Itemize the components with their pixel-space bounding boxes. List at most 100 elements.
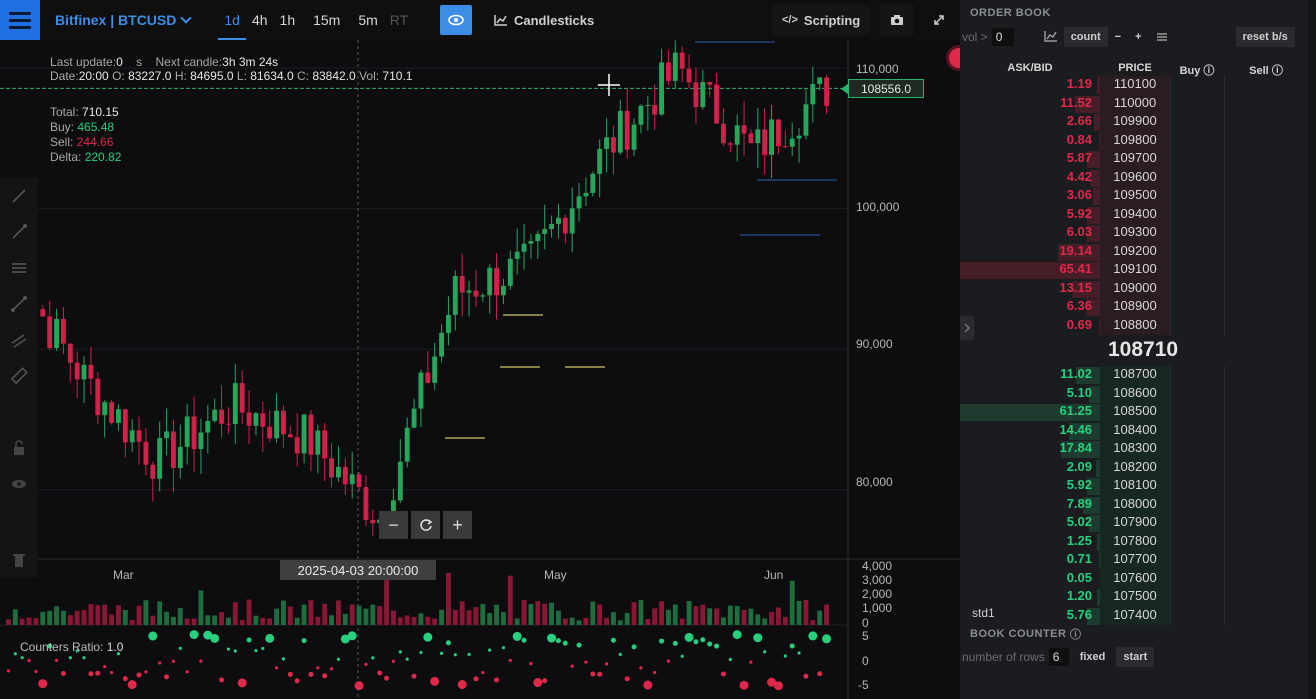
- bid-row[interactable]: 2.09 108200: [960, 458, 1308, 477]
- horizontal-lines-tool[interactable]: [0, 250, 38, 286]
- high-value: 84695.0: [190, 69, 234, 83]
- bid-row[interactable]: 1.20 107500: [960, 588, 1308, 607]
- ask-row[interactable]: 6.03 109300: [960, 224, 1308, 243]
- tab-5m[interactable]: 5m: [358, 12, 378, 28]
- bid-row[interactable]: 1.25 107800: [960, 532, 1308, 551]
- counter-dot: [529, 662, 533, 666]
- hamburger-menu-button[interactable]: [0, 0, 40, 40]
- bid-row[interactable]: 5.10 108600: [960, 384, 1308, 403]
- lock-tool[interactable]: [0, 430, 38, 466]
- ruler-tool[interactable]: [0, 358, 38, 394]
- visibility-tool[interactable]: [0, 466, 38, 502]
- buy-cell: [1170, 76, 1224, 95]
- ask-row[interactable]: 0.69 108800: [960, 316, 1308, 335]
- decrease-button[interactable]: −: [1114, 31, 1122, 43]
- counter-dot: [430, 676, 440, 686]
- candle-body: [67, 343, 73, 363]
- ask-row[interactable]: 2.66 109900: [960, 113, 1308, 132]
- ask-row[interactable]: 5.92 109400: [960, 205, 1308, 224]
- current-price-tag: 108556.0: [841, 79, 924, 98]
- counter-dot: [116, 652, 121, 656]
- reset-zoom-button[interactable]: [411, 511, 440, 539]
- counter-tick: -5: [858, 678, 869, 692]
- ask-row[interactable]: 1.19 110100: [960, 76, 1308, 95]
- volume-bar: [232, 602, 238, 625]
- segment-tool[interactable]: [0, 286, 38, 322]
- info-icon: ⓘ: [1203, 65, 1215, 77]
- reset-bs-button[interactable]: reset b/s: [1235, 27, 1295, 47]
- ask-row[interactable]: 13.15 109000: [960, 279, 1308, 298]
- tab-rt[interactable]: RT: [389, 12, 409, 28]
- scripting-button[interactable]: </> Scripting: [772, 5, 871, 35]
- chart-area[interactable]: Last update:0 s Next candle:3h 3m 24s Da…: [0, 40, 960, 699]
- bid-row[interactable]: 17.84 108300: [960, 440, 1308, 459]
- bid-row[interactable]: 0.71 107700: [960, 551, 1308, 570]
- bid-row[interactable]: 5.92 108100: [960, 477, 1308, 496]
- fixed-button[interactable]: fixed: [1079, 651, 1106, 663]
- channel-tool[interactable]: [0, 322, 38, 358]
- volume-bar: [109, 614, 114, 625]
- candle-body: [171, 431, 176, 468]
- counter-dot: [75, 649, 79, 653]
- side-scroll-strip[interactable]: [1308, 0, 1316, 699]
- bid-row[interactable]: 5.02 107900: [960, 514, 1308, 533]
- zoom-in-button[interactable]: +: [443, 511, 472, 539]
- volume-bars: [6, 572, 829, 625]
- counter-dot: [481, 670, 485, 675]
- candlesticks-button[interactable]: Candlesticks: [484, 5, 604, 35]
- ask-row[interactable]: 11.52 110000: [960, 94, 1308, 113]
- price-chart[interactable]: [0, 40, 960, 699]
- start-button[interactable]: start: [1116, 647, 1155, 667]
- bid-row[interactable]: 7.89 108000: [960, 495, 1308, 514]
- tab-15m[interactable]: 15m: [313, 12, 341, 28]
- sell-cell: [1224, 421, 1308, 440]
- increase-button[interactable]: +: [1135, 31, 1142, 43]
- tab-4h[interactable]: 4h: [251, 12, 268, 28]
- zoom-out-button[interactable]: −: [379, 511, 408, 539]
- ask-row[interactable]: 65.41 109100: [960, 261, 1308, 280]
- candle-body: [116, 409, 121, 423]
- visibility-button[interactable]: [440, 5, 472, 35]
- bid-row[interactable]: 0.05 107600: [960, 569, 1308, 588]
- counter-dot: [584, 660, 588, 664]
- collapse-handle[interactable]: [960, 316, 974, 340]
- counter-dot: [763, 650, 767, 654]
- sell-cell: [1224, 76, 1308, 95]
- counter-dot: [508, 658, 512, 663]
- trend-line-tool[interactable]: [0, 178, 38, 214]
- rows-input[interactable]: [1048, 648, 1069, 666]
- ask-row[interactable]: 19.14 109200: [960, 242, 1308, 261]
- counter-dot: [457, 680, 467, 690]
- ask-row[interactable]: 0.84 109800: [960, 131, 1308, 150]
- vol-filter-input[interactable]: [991, 28, 1014, 46]
- ask-row[interactable]: 6.36 108900: [960, 298, 1308, 317]
- chart-toggle-button[interactable]: [1043, 30, 1058, 45]
- tab-1h[interactable]: 1h: [279, 12, 296, 28]
- pair-selector[interactable]: Bitfinex | BTCUSD: [55, 12, 193, 28]
- candle-body: [74, 362, 80, 380]
- counter-dot: [610, 637, 616, 643]
- fullscreen-button[interactable]: [922, 5, 956, 35]
- ask-row[interactable]: 3.06 109500: [960, 187, 1308, 206]
- list-button[interactable]: [1149, 27, 1175, 47]
- candle-body: [95, 378, 101, 416]
- next-candle-value: 3h 3m 24s: [222, 55, 279, 69]
- ask-row[interactable]: 4.42 109600: [960, 168, 1308, 187]
- counter-dot: [371, 656, 375, 660]
- delete-tool[interactable]: [0, 542, 38, 578]
- volume-bar: [404, 615, 410, 625]
- tab-1d[interactable]: 1d: [218, 0, 246, 40]
- bid-price: 107800: [1100, 532, 1170, 551]
- ray-tool[interactable]: [0, 214, 38, 250]
- bid-row[interactable]: 14.46 108400: [960, 421, 1308, 440]
- candle-body: [411, 408, 417, 428]
- ask-row[interactable]: 5.87 109700: [960, 150, 1308, 169]
- count-button[interactable]: count: [1063, 27, 1108, 47]
- bid-row[interactable]: 5.76 107400: [960, 606, 1308, 625]
- screenshot-button[interactable]: [880, 5, 914, 35]
- counter-dot: [20, 656, 24, 660]
- bid-row[interactable]: 61.25 108500: [960, 403, 1308, 422]
- chevron-right-icon: [964, 323, 970, 333]
- volume-tick: 4,000: [862, 559, 893, 573]
- bid-row[interactable]: 11.02 108700: [960, 366, 1308, 385]
